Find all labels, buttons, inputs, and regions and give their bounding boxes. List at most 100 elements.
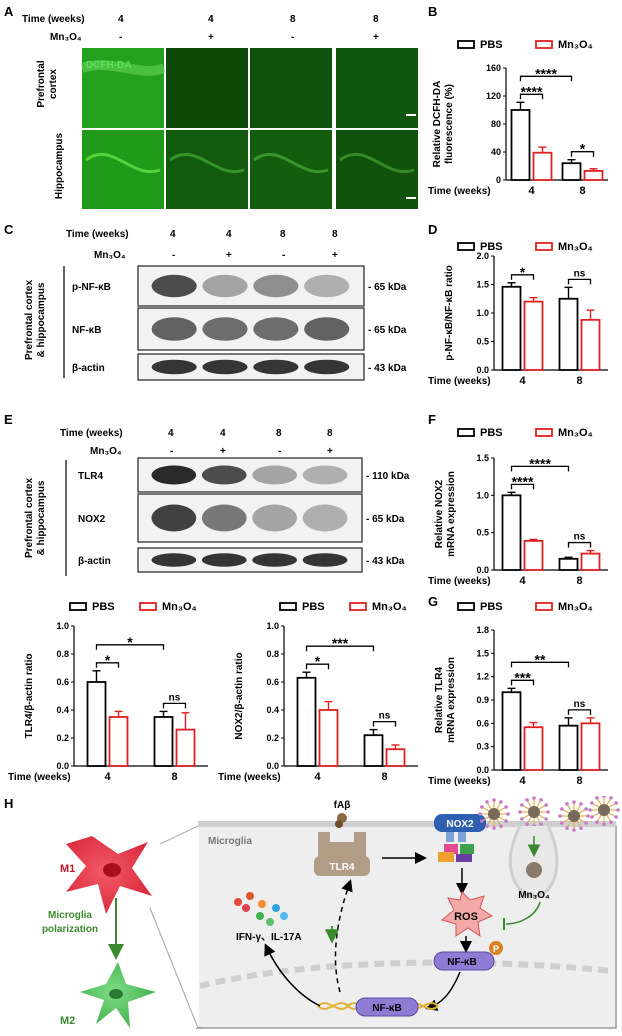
blot-kda-label: - 110 kDa	[366, 471, 410, 482]
bar	[558, 297, 579, 371]
x-tick-label: 8	[171, 771, 177, 783]
blot-band	[304, 274, 350, 298]
y-tick-label: 1.0	[476, 490, 489, 500]
nanoparticle-core	[568, 810, 580, 822]
nfkb-label: NF-κB	[447, 957, 476, 968]
y-tick-label: 0.8	[266, 649, 279, 659]
y-tick-label: 0.0	[266, 761, 279, 771]
micrograph-tile	[250, 130, 332, 209]
ros-label: ROS	[454, 911, 478, 923]
panel-c-mn-3: -	[282, 250, 286, 261]
significance-label: **	[535, 651, 546, 667]
panel-a-time-4: 8	[373, 14, 379, 25]
panel-a-time-2: 4	[208, 14, 214, 25]
y-tick-label: 0.0	[476, 565, 489, 575]
panel-letter-g: G	[428, 594, 439, 609]
panel-a-mn-3: -	[291, 32, 295, 43]
significance-bracket	[305, 645, 375, 652]
panel-a-time-3: 8	[290, 14, 296, 25]
scale-bar	[406, 114, 416, 116]
significance-bracket	[567, 278, 592, 285]
blot-row-label: NOX2	[78, 514, 106, 525]
panel-c-mn-1: -	[172, 250, 176, 261]
micrograph-tile	[336, 48, 418, 128]
stain-label: DCFH-DA	[86, 60, 132, 71]
bar	[296, 676, 317, 767]
bar	[580, 552, 601, 571]
blot-band	[151, 274, 197, 298]
significance-bracket	[305, 663, 330, 670]
y-tick-label: 0.2	[56, 733, 69, 743]
significance-label: ***	[332, 635, 349, 651]
y-tick-label: 0.0	[476, 765, 489, 775]
blot-band	[201, 504, 247, 532]
legend-label: PBS	[92, 601, 115, 613]
blot-band	[202, 359, 248, 375]
blot-band	[151, 553, 197, 567]
y-axis-label: p-NF-κB/NF-κB ratio	[444, 265, 455, 361]
y-tick-label: 0	[496, 175, 501, 185]
y-tick-label: 1.0	[266, 621, 279, 631]
y-tick-label: 1.5	[476, 648, 489, 658]
panel-e-mn-2: +	[220, 446, 226, 457]
y-tick-label: 0.0	[56, 761, 69, 771]
chart-e-nox2: PBS Mn₃O₄ 0.0 0.2 0.4 0.6 0.8 1.0 NOX2/β-actin r…	[218, 601, 418, 783]
cortex-texture	[80, 60, 167, 76]
y-tick-label: 80	[491, 119, 501, 129]
y-tick-label: 1.5	[476, 280, 489, 290]
hippocampus-layer	[339, 152, 415, 174]
panel-letter-h: H	[4, 796, 14, 811]
legend-swatch	[69, 602, 87, 611]
panel-letter-d: D	[428, 222, 438, 237]
panel-e-blot: Prefrontal cortex& hippocampus TLR4 - 110…	[24, 457, 410, 576]
panel-letter-a: A	[4, 4, 14, 19]
legend-swatch	[279, 602, 297, 611]
nanoparticle-core	[528, 806, 540, 818]
x-tick-label: 8	[576, 375, 582, 387]
y-axis-label: Relative NOX2mRNA expression	[434, 471, 457, 557]
nfkb-nuclear-label: NF-κB	[372, 1003, 401, 1014]
significance-bracket	[519, 75, 573, 82]
mn3o4-label: Mn₃O₄	[518, 890, 550, 901]
region-label-prefrontal: Prefrontalcortex	[36, 60, 59, 107]
m2-label: M2	[60, 1015, 75, 1027]
blot-row-label: TLR4	[78, 471, 103, 482]
bar	[175, 728, 196, 767]
significance-bracket	[95, 662, 120, 668]
bar	[523, 539, 544, 571]
blot-band	[252, 553, 298, 567]
legend-label: Mn₃O₄	[558, 601, 593, 613]
bar	[153, 716, 174, 767]
panel-c-mn-2: +	[226, 250, 232, 261]
panel-letter-f: F	[428, 412, 436, 427]
significance-bracket	[372, 720, 397, 727]
significance-label: *	[315, 653, 321, 669]
legend-label: Mn₃O₄	[558, 428, 593, 439]
panel-a-time-1: 4	[118, 14, 124, 25]
microglia-label: Microglia	[208, 836, 252, 847]
hippocampus-layer	[169, 152, 245, 174]
legend-swatch	[535, 602, 553, 611]
legend-swatch	[535, 40, 553, 49]
significance-label: ***	[514, 669, 531, 685]
panel-e-tissue-label: Prefrontal cortex& hippocampus	[24, 478, 47, 558]
legend-label: Mn₃O₄	[162, 601, 197, 613]
panel-c-time-3: 8	[280, 229, 286, 240]
significance-bracket	[510, 274, 535, 280]
significance-bracket	[567, 541, 592, 548]
legend-label: PBS	[480, 428, 503, 439]
y-tick-label: 0.5	[476, 528, 489, 538]
significance-label: ****	[535, 65, 557, 81]
legend-swatch	[535, 242, 553, 251]
panel-letter-c: C	[4, 222, 14, 237]
blot-band	[304, 317, 350, 341]
legend-swatch	[349, 602, 367, 611]
significance-bracket	[162, 702, 187, 709]
panel-e-time-2: 4	[220, 428, 226, 439]
significance-bracket	[510, 465, 570, 472]
significance-label: ****	[529, 455, 551, 471]
chart-f: PBS Mn₃O₄ 0.0 0.5 1.0 1.5 Relative NOX2mRNA ex…	[428, 428, 608, 587]
blot-band	[201, 553, 247, 567]
panel-e-mn-1: -	[170, 446, 174, 457]
x-axis-label: Time (weeks)	[8, 772, 71, 783]
